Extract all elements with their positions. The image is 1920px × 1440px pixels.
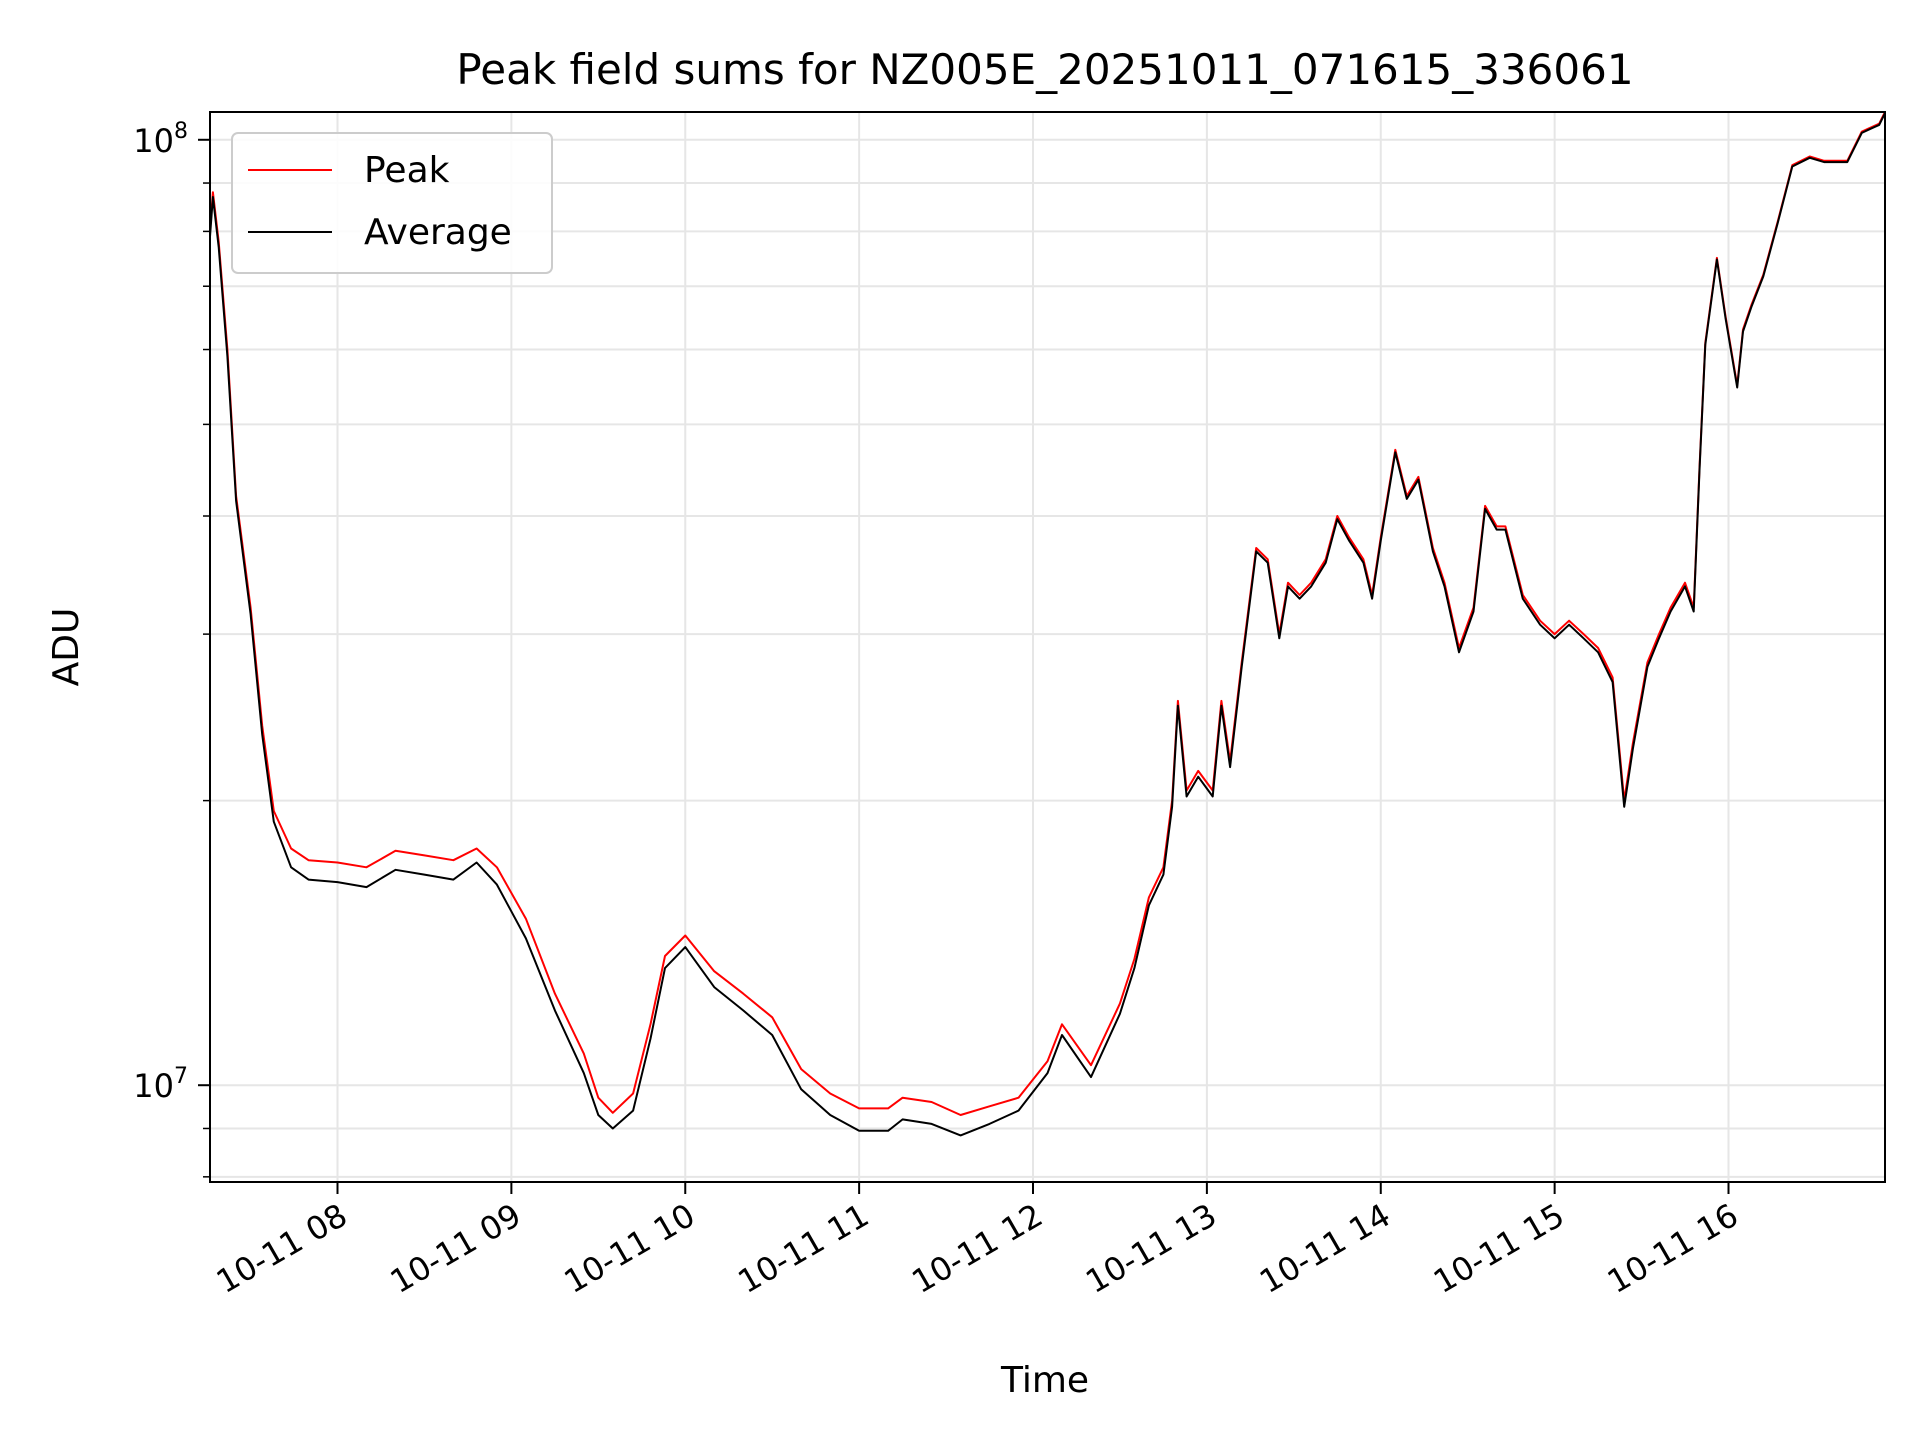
- series-line-average: [209, 112, 1886, 1137]
- y-tick-exponent: 8: [174, 119, 188, 144]
- y-tick-base: 10: [133, 1067, 174, 1105]
- y-axis-label: ADU: [46, 608, 87, 687]
- grid: [210, 112, 1885, 1182]
- legend: Peak Average: [231, 132, 553, 274]
- y-tick-label: 107: [133, 1064, 188, 1105]
- legend-label-average: Average: [364, 212, 512, 253]
- x-axis-label: Time: [1000, 1360, 1089, 1401]
- y-tick-exponent: 7: [174, 1064, 188, 1089]
- legend-label-peak: Peak: [364, 150, 450, 191]
- y-tick-base: 10: [133, 122, 174, 160]
- plot-frame: [209, 111, 1886, 1183]
- series-layer: [209, 111, 1886, 1137]
- legend-box: [231, 132, 553, 274]
- chart-title: Peak field sums for NZ005E_20251011_0716…: [456, 45, 1633, 94]
- y-tick-label: 108: [133, 119, 188, 160]
